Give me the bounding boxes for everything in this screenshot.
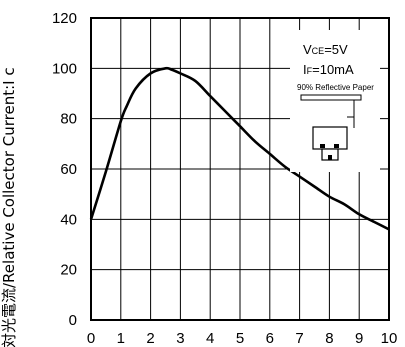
y-tick-label: 120 — [52, 10, 77, 27]
if-annotation: IF=10mA — [303, 62, 354, 77]
if-sub: F — [307, 66, 313, 76]
y-axis-label: 対光電流/Relative Collector Current:I c — [0, 67, 18, 347]
y-tick-label: 40 — [60, 211, 77, 228]
y-tick-label: 100 — [52, 60, 77, 77]
plot-frame — [90, 17, 390, 321]
reflective-paper-icon — [300, 94, 362, 101]
x-tick-labels: 0 1 2 3 4 5 6 7 8 9 10 — [87, 330, 398, 347]
x-tick-label: 10 — [381, 330, 398, 347]
x-tick-label: 6 — [266, 330, 274, 347]
y-tick-label: 0 — [69, 312, 77, 329]
x-tick-label: 5 — [236, 330, 244, 347]
reflective-paper-label: 90% Reflective Paper — [297, 83, 374, 92]
sensor-lens-right — [334, 144, 339, 148]
if-i: I — [303, 62, 307, 77]
x-tick-label: 4 — [206, 330, 214, 347]
x-tick-label: 7 — [295, 330, 303, 347]
sensor-lens-left — [320, 144, 325, 148]
x-tick-label: 3 — [176, 330, 184, 347]
vce-value: =5V — [324, 42, 348, 57]
series-line — [89, 66, 390, 231]
sensor-pin — [328, 155, 332, 160]
x-tick-label: 1 — [117, 330, 125, 347]
y-tick-label: 20 — [60, 262, 77, 279]
x-tick-label: 9 — [355, 330, 363, 347]
vce-sub: CE — [312, 46, 325, 56]
sensor-body-icon — [312, 126, 348, 150]
y-tick-label: 80 — [60, 111, 77, 128]
vce-v: V — [303, 42, 312, 57]
if-value: =10mA — [312, 62, 354, 77]
x-tick-label: 8 — [325, 330, 333, 347]
vce-annotation: VCE=5V — [303, 42, 348, 57]
y-tick-labels: 0 20 40 60 80 100 120 — [52, 10, 77, 329]
y-tick-label: 60 — [60, 161, 77, 178]
measurement-conditions: VCE=5V IF=10mA 90% Reflective Paper — [290, 30, 380, 172]
x-tick-label: 0 — [87, 330, 95, 347]
x-tick-label: 2 — [146, 330, 154, 347]
